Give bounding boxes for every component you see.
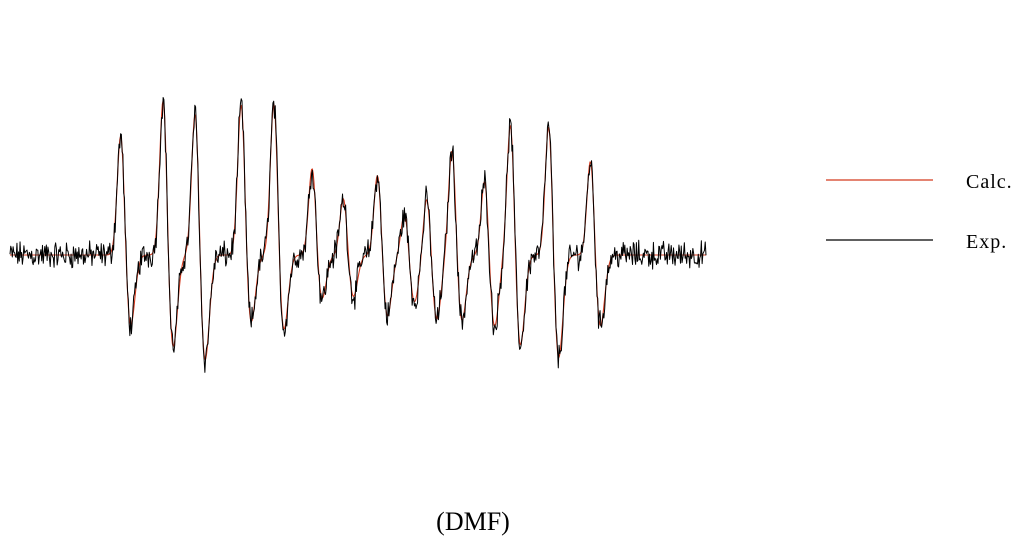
chart-caption: (DMF) bbox=[436, 507, 510, 536]
legend-calc-label: Calc. bbox=[966, 171, 1013, 193]
series-line-exp bbox=[9, 97, 707, 373]
plot-area bbox=[9, 97, 707, 373]
legend-exp-label: Exp. bbox=[966, 231, 1007, 253]
legend: Calc. Exp. bbox=[826, 171, 1013, 253]
